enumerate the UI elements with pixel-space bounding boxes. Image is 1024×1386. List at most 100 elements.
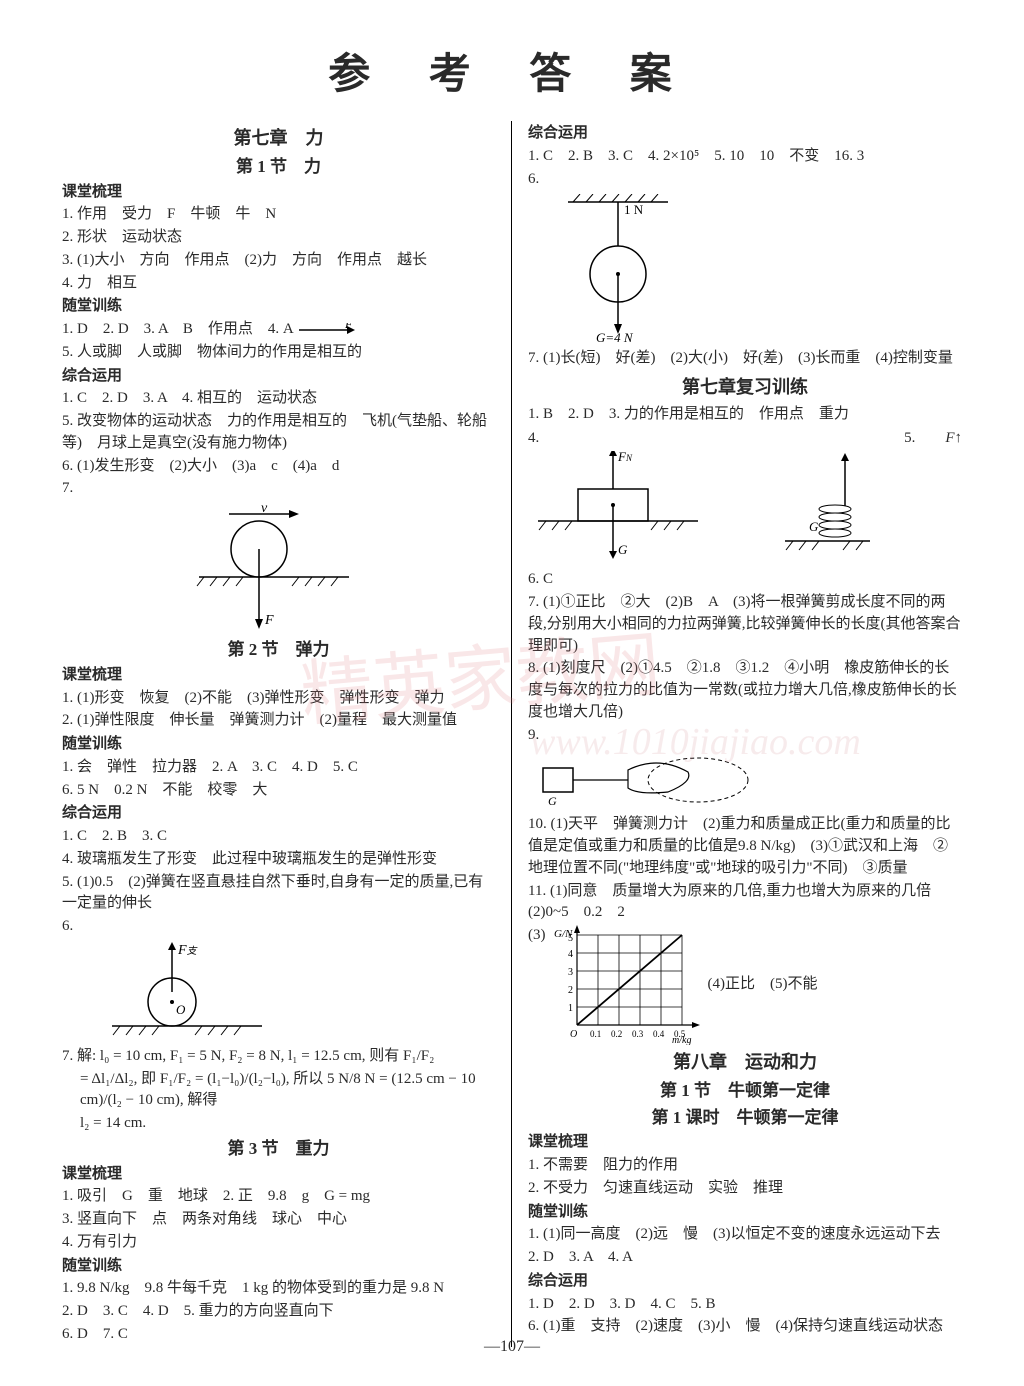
text: 4. 万有引力 — [62, 1232, 495, 1254]
text: 1. 9.8 N/kg 9.8 牛每千克 1 kg 的物体受到的重力是 9.8 … — [62, 1278, 495, 1300]
text: 1. C 2. B 3. C — [62, 826, 495, 848]
svg-text:0.3: 0.3 — [632, 1029, 644, 1039]
text: 1. 作用 受力 F 牛顿 牛 N — [62, 204, 495, 226]
heading-zonghe: 综合运用 — [62, 803, 495, 825]
text: 1. C 2. D 3. A 4. 相互的 运动状态 — [62, 388, 495, 410]
text: 9. — [528, 725, 962, 747]
text: 8. (1)刻度尺 (2)①4.5 ②1.8 ③1.2 ④小明 橡皮筋伸长的长度… — [528, 658, 962, 723]
heading-zonghe: 综合运用 — [528, 1271, 962, 1293]
figure-block-forces: FN G — [528, 451, 708, 561]
text: 3. 竖直向下 点 两条对角线 球心 中心 — [62, 1209, 495, 1231]
text: = Δl₁/Δl₂, 即 F₁/F₂ = (l₁−l₀)/(l₂−l₀), 所以… — [62, 1069, 495, 1113]
heading-ketang: 课堂梳理 — [528, 1132, 962, 1154]
section-2: 第 2 节 弹力 — [62, 638, 495, 663]
text: 2. 不受力 匀速直线运动 实验 推理 — [528, 1178, 962, 1200]
figure-hand-pull: G — [538, 750, 758, 810]
svg-text:3: 3 — [568, 967, 573, 978]
text: 2. D 3. A 4. A — [528, 1247, 962, 1269]
text: 2. D 3. C 4. D 5. 重力的方向竖直向下 — [62, 1301, 495, 1323]
section-8-1: 第 1 节 牛顿第一定律 — [528, 1079, 962, 1104]
heading-suitang: 随堂训练 — [62, 1256, 495, 1278]
text: 1. D 2. D 3. A B 作用点 4. A F — [62, 319, 495, 341]
text: 6. (1)重 支持 (2)速度 (3)小 慢 (4)保持匀速直线运动状态 — [528, 1316, 962, 1338]
svg-text:F: F — [344, 323, 353, 331]
svg-text:G: G — [809, 519, 819, 534]
figure-hanging-ball: 1 N G=4 N — [548, 194, 688, 344]
content-columns: 第七章 力 第 1 节 力 课堂梳理 1. 作用 受力 F 牛顿 牛 N 2. … — [50, 121, 974, 1347]
text: 5. 人或脚 人或脚 物体间力的作用是相互的 — [62, 342, 495, 364]
svg-text:v: v — [261, 504, 268, 516]
text: (3) — [528, 925, 546, 1045]
svg-text:F支: F支 — [177, 943, 198, 958]
svg-text:F: F — [264, 613, 274, 628]
svg-text:0.4: 0.4 — [653, 1029, 665, 1039]
figure-spring: G — [755, 451, 875, 561]
text: 1. (1)形变 恢复 (2)不能 (3)弹性形变 弹性形变 弹力 — [62, 688, 495, 710]
svg-text:0.2: 0.2 — [611, 1029, 622, 1039]
text: 4. — [528, 428, 735, 450]
text: 1. 会 弹性 拉力器 2. A 3. C 4. D 5. C — [62, 757, 495, 779]
heading-ketang: 课堂梳理 — [62, 1164, 495, 1186]
text: 5. (1)0.5 (2)弹簧在竖直悬挂自然下垂时,自身有一定的质量,已有一定量… — [62, 872, 495, 916]
figure-ball-support: F支 O — [102, 942, 282, 1042]
page-footer: —107— — [0, 1338, 1024, 1356]
text: 6. C — [528, 569, 962, 591]
svg-text:5: 5 — [568, 933, 573, 944]
text: 4. 玻璃瓶发生了形变 此过程中玻璃瓶发生的是弹性形变 — [62, 849, 495, 871]
svg-text:1: 1 — [568, 1003, 573, 1014]
text: 6. 5 N 0.2 N 不能 校零 大 — [62, 780, 495, 802]
svg-text:m/kg: m/kg — [672, 1035, 691, 1045]
svg-text:2: 2 — [568, 985, 573, 996]
text: 1. 吸引 G 重 地球 2. 正 9.8 g G = mg — [62, 1186, 495, 1208]
page-title: 参 考 答 案 — [50, 40, 974, 101]
heading-zonghe: 综合运用 — [62, 366, 495, 388]
svg-text:FN: FN — [617, 451, 633, 464]
text: 6. (1)发生形变 (2)大小 (3)a c (4)a d — [62, 456, 495, 478]
chapter-7-review: 第七章复习训练 — [528, 374, 962, 400]
graph-g-vs-m: G/N 12 34 5 O 0.10.2 0.30.4 0.5 m/kg — [552, 925, 702, 1045]
text: 6. — [528, 169, 962, 191]
figure-ball-force: v F — [189, 504, 369, 634]
svg-text:G: G — [548, 794, 557, 808]
heading-suitang: 随堂训练 — [62, 296, 495, 318]
text: 1. (1)同一高度 (2)远 慢 (3)以恒定不变的速度永远运动下去 — [528, 1224, 962, 1246]
heading-ketang: 课堂梳理 — [62, 665, 495, 687]
svg-text:O: O — [570, 1029, 577, 1040]
chapter-8: 第八章 运动和力 — [528, 1049, 962, 1075]
text: 7. — [62, 478, 495, 500]
text: (4)正比 (5)不能 — [708, 974, 818, 996]
left-column: 第七章 力 第 1 节 力 课堂梳理 1. 作用 受力 F 牛顿 牛 N 2. … — [50, 121, 512, 1347]
svg-text:G=4 N: G=4 N — [596, 330, 634, 344]
text: 10. (1)天平 弹簧测力计 (2)重力和质量成正比(重力和质量的比值是定值或… — [528, 814, 962, 879]
section-8-1-1: 第 1 课时 牛顿第一定律 — [528, 1106, 962, 1131]
text: 2. (1)弹性限度 伸长量 弹簧测力计 (2)量程 最大测量值 — [62, 710, 495, 732]
text: 5. F↑ — [755, 428, 962, 450]
text: 3. (1)大小 方向 作用点 (2)力 方向 作用点 越长 — [62, 250, 495, 272]
text: 1. B 2. D 3. 力的作用是相互的 作用点 重力 — [528, 404, 962, 426]
heading-suitang: 随堂训练 — [62, 734, 495, 756]
right-column: 综合运用 1. C 2. B 3. C 4. 2×10⁵ 5. 10 10 不变… — [512, 121, 974, 1347]
text: 11. (1)同意 质量增大为原来的几倍,重力也增大为原来的几倍 (2)0~5 … — [528, 881, 962, 925]
arrow-force-icon: F — [297, 323, 357, 337]
text: 6. — [62, 916, 495, 938]
svg-text:4: 4 — [568, 949, 573, 960]
svg-text:1 N: 1 N — [624, 202, 644, 217]
text: 5. 改变物体的运动状态 力的作用是相互的 飞机(气垫船、轮船等) 月球上是真空… — [62, 411, 495, 455]
text: 4. 力 相互 — [62, 273, 495, 295]
section-3: 第 3 节 重力 — [62, 1137, 495, 1162]
text: 7. (1)①正比 ②大 (2)B A (3)将一根弹簧剪成长度不同的两段,分别… — [528, 592, 962, 657]
text: 7. (1)长(短) 好(差) (2)大(小) 好(差) (3)长而重 (4)控… — [528, 348, 962, 370]
chapter-7: 第七章 力 — [62, 125, 495, 151]
text: 1. D 2. D 3. D 4. C 5. B — [528, 1294, 962, 1316]
text: 2. 形状 运动状态 — [62, 227, 495, 249]
text: l₂ = 14 cm. — [62, 1113, 495, 1135]
svg-text:O: O — [176, 1002, 186, 1017]
heading-zonghe: 综合运用 — [528, 123, 962, 145]
text: 1. 不需要 阻力的作用 — [528, 1155, 962, 1177]
section-1: 第 1 节 力 — [62, 155, 495, 180]
text: 7. 解: l₀ = 10 cm, F₁ = 5 N, F₂ = 8 N, l₁… — [62, 1046, 495, 1068]
heading-suitang: 随堂训练 — [528, 1202, 962, 1224]
svg-text:0.1: 0.1 — [590, 1029, 601, 1039]
text: 1. C 2. B 3. C 4. 2×10⁵ 5. 10 10 不变 16. … — [528, 146, 962, 168]
heading-ketang: 课堂梳理 — [62, 182, 495, 204]
